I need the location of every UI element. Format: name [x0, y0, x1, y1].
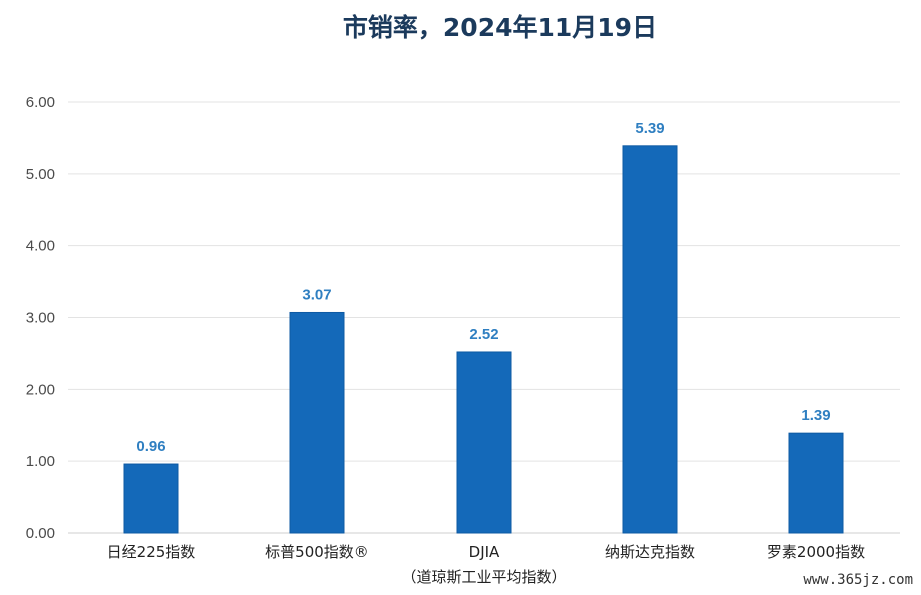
data-label: 5.39	[635, 120, 664, 137]
y-axis-ticks: 0.00 1.00 2.00 3.00 4.00 5.00 6.00	[26, 94, 55, 542]
x-axis-categories: 日经225指数 标普500指数® DJIA （道琼斯工业平均指数） 纳斯达克指数 罗素20…	[107, 543, 865, 586]
y-tick-label: 3.00	[26, 310, 55, 327]
y-tick-label: 1.00	[26, 453, 55, 470]
y-tick-label: 4.00	[26, 238, 55, 255]
y-tick-label: 6.00	[26, 94, 55, 111]
bar	[289, 311, 345, 534]
data-label: 3.07	[302, 286, 331, 303]
bar	[622, 145, 678, 534]
data-labels: 0.96 3.07 2.52 5.39 1.39	[136, 120, 830, 455]
x-category-label: 罗素2000指数	[767, 543, 865, 561]
bar	[123, 463, 179, 534]
bars	[123, 145, 844, 534]
bar	[456, 351, 512, 534]
x-category-label: 纳斯达克指数	[605, 543, 695, 561]
data-label: 2.52	[469, 326, 498, 343]
y-tick-label: 0.00	[26, 525, 55, 542]
y-tick-label: 5.00	[26, 166, 55, 183]
y-tick-label: 2.00	[26, 381, 55, 398]
x-category-sublabel: （道琼斯工业平均指数）	[401, 568, 566, 586]
x-category-label: DJIA	[469, 543, 500, 561]
data-label: 1.39	[801, 407, 830, 424]
bar	[788, 432, 844, 534]
data-label: 0.96	[136, 438, 165, 455]
x-category-label: 标普500指数®	[265, 543, 369, 561]
watermark-text: www.365jz.com	[803, 572, 913, 588]
x-category-label: 日经225指数	[107, 543, 196, 561]
chart-title: 市销率，2024年11月19日	[343, 13, 657, 42]
